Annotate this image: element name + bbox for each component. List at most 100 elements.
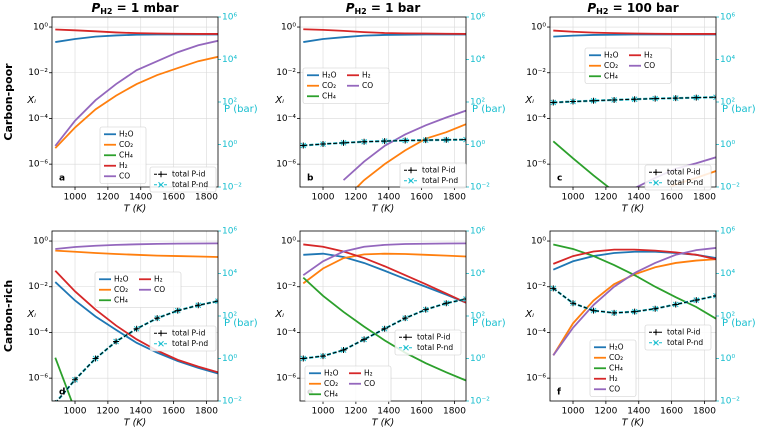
legend-label: H₂O: [322, 70, 337, 79]
series-marker: [340, 347, 347, 354]
legend-label: CH₄: [609, 363, 623, 372]
y2-tick-label: 10⁶: [222, 227, 237, 237]
legend-box: [644, 324, 712, 351]
legend-label: CO: [154, 285, 165, 294]
y-tick-label: 10⁰: [281, 23, 296, 33]
y2-tick-label: 10²: [720, 98, 735, 108]
series-marker: [590, 307, 597, 314]
series-line: [55, 300, 218, 401]
y2-tick-label: 10⁰: [222, 140, 237, 150]
legend-label: CO: [609, 384, 620, 393]
y-tick-label: 10⁻⁴: [526, 328, 546, 338]
x-tick-label: 1200: [344, 407, 367, 417]
series-marker: [443, 136, 450, 143]
legend-label: H₂O: [119, 129, 134, 138]
series-line: [54, 55, 218, 149]
series-marker: [402, 315, 409, 322]
y2-tick-label: 10⁴: [222, 269, 237, 279]
y2-tick-label: 10⁴: [470, 55, 485, 65]
series-marker: [693, 297, 700, 304]
y2-axis-label: P (bar): [224, 318, 258, 329]
x-tick-label: 1000: [562, 193, 585, 203]
series-line: [303, 28, 466, 35]
plot-frame: [51, 230, 219, 402]
x-axis-label: T (K): [622, 204, 644, 215]
series-line: [303, 243, 466, 304]
legend-box: [302, 67, 390, 104]
legend-label: H₂: [609, 374, 618, 383]
x-tick-label: 1400: [129, 193, 152, 203]
y-tick-label: 10⁻⁶: [526, 374, 546, 384]
x-tick-label: 1400: [377, 407, 400, 417]
series-marker: [611, 96, 618, 103]
y2-tick-label: 10⁴: [720, 269, 735, 279]
legend-label: H₂O: [114, 274, 129, 283]
series-marker: [550, 99, 557, 106]
column-title: PH2 = 1 bar: [346, 1, 421, 16]
y2-tick-label: 10²: [222, 312, 237, 322]
legend-box: [304, 365, 392, 402]
series-line: [303, 33, 466, 43]
series-line: [55, 242, 218, 250]
series-line: [55, 28, 218, 35]
panel: PH2 = 1 mbar 1000 1200 1400 1600 1800 10⁻⁶ 10⁻⁴…: [26, 1, 257, 215]
y2-tick-label: 10⁻²: [720, 183, 740, 193]
title-text: = 1 bar: [367, 1, 421, 15]
legend-label: CO₂: [114, 285, 128, 294]
series-marker: [672, 95, 679, 102]
legend-marker: [653, 339, 659, 346]
legend-label: CO₂: [119, 140, 133, 149]
series-marker: [133, 325, 140, 332]
y2-tick-label: 10⁴: [720, 55, 735, 65]
legend-label: total P-nd: [667, 338, 703, 347]
y-tick-label: 10⁻⁶: [276, 160, 296, 170]
x-tick-label: 1000: [312, 407, 335, 417]
series-marker: [693, 94, 700, 101]
series-marker: [672, 301, 679, 308]
legend-marker: [158, 181, 164, 188]
series-marker: [215, 298, 218, 305]
legend-marker: [408, 167, 414, 174]
legend-marker: [653, 169, 659, 176]
x-tick-label: 1200: [96, 193, 119, 203]
series-marker: [300, 355, 307, 362]
legend-label: total P-id: [422, 165, 456, 174]
panel: 1000 1200 1400 1600 1800 10⁻⁶ 10⁻⁴ 10⁻² 10⁰ 10⁻² 1…: [524, 227, 755, 429]
plot-frame: [51, 16, 219, 188]
legend-marker: [158, 340, 164, 347]
series-marker: [361, 336, 368, 343]
legend-label: total P-id: [667, 167, 701, 176]
legend-label: CH₄: [604, 71, 618, 80]
legend-box: [644, 164, 712, 191]
y-axis-label: Xᵢ: [26, 309, 36, 320]
series-marker: [713, 94, 716, 101]
y-axis-label: Xᵢ: [524, 309, 534, 320]
y2-tick-label: 10²: [470, 98, 485, 108]
y2-tick-label: 10⁶: [720, 227, 735, 237]
y2-tick-label: 10⁻²: [222, 397, 242, 407]
x-tick-label: 1800: [693, 407, 716, 417]
legend-label: CH₄: [322, 91, 336, 100]
x-tick-label: 1000: [562, 407, 585, 417]
legend-label: CO₂: [604, 61, 618, 70]
x-tick-label: 1200: [594, 407, 617, 417]
series-marker: [463, 136, 466, 143]
y2-tick-label: 10²: [720, 312, 735, 322]
x-tick-label: 1800: [693, 193, 716, 203]
panel: PH2 = 1 bar 1000 1200 1400 1600 1800 10⁻⁶ 10⁻⁴ 1…: [274, 1, 505, 215]
y-tick-label: 10⁻²: [28, 68, 48, 78]
legend-label: CO: [119, 171, 130, 180]
y2-tick-label: 10⁴: [470, 269, 485, 279]
x-axis-label: T (K): [124, 204, 146, 215]
legend-label: H₂O: [609, 342, 624, 351]
series-line: [56, 300, 218, 401]
y-tick-label: 10⁻⁴: [276, 114, 296, 124]
panel: 1000 1200 1400 1600 1800 10⁻⁶ 10⁻⁴ 10⁻² 10⁰ 10⁻² 1…: [274, 227, 505, 429]
series-marker: [195, 302, 202, 309]
panel-label: b: [307, 174, 314, 184]
x-tick-label: 1400: [129, 407, 152, 417]
column-title: PH2 = 1 mbar: [91, 1, 178, 16]
series-marker: [340, 139, 347, 146]
